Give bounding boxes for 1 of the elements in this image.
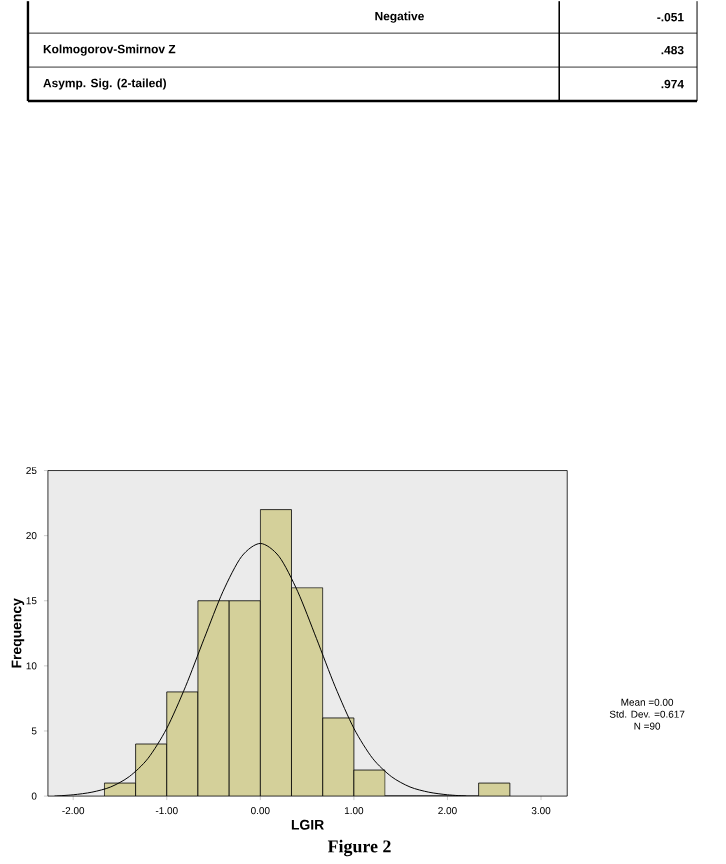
caption: Figure 2: [328, 839, 392, 857]
